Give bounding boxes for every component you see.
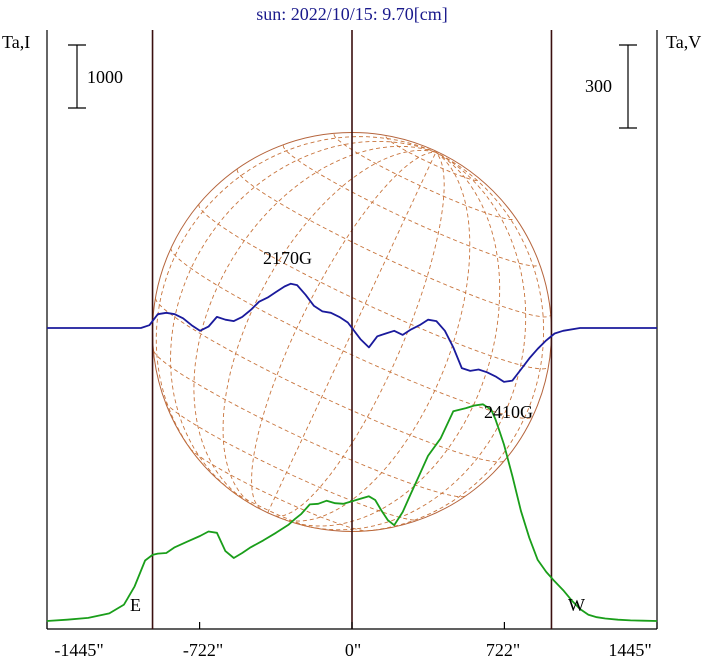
grid-line [155,136,436,466]
annotation-2410g: 2410G [484,402,533,422]
left-scale-bar [68,44,86,109]
x-tick-labels: -1445" -722" 0" 722" 1445" [54,640,651,660]
x-tick-label: -722" [183,640,223,660]
grid-line [267,152,437,513]
solar-disk [152,132,552,532]
x-tick-label: 0" [345,640,361,660]
east-limb-label: E [130,595,141,615]
series-i-line [46,403,658,622]
series-layer [46,282,658,622]
chart-title: sun: 2022/10/15: 9.70[cm] [256,4,448,24]
grid-line [288,151,501,527]
grid-line [275,151,445,517]
grid-line [153,350,466,498]
x-tick-label: 722" [486,640,520,660]
x-ticks [46,622,658,629]
grid-line [170,247,534,419]
grid-line [281,151,471,522]
right-scale-label: 300 [585,76,612,96]
grid-line [345,151,545,532]
right-axis-label: Ta,V [666,32,701,52]
series-v-line [47,282,657,383]
grid-line [193,145,436,503]
grid-line [155,298,505,463]
annotation-2170g: 2170G [263,248,312,268]
grid-line [301,151,527,531]
left-axis-label: Ta,I [2,32,30,52]
grid-line [222,149,436,506]
right-scale-bar [619,44,637,129]
left-scale-label: 1000 [87,67,123,87]
grid-line [251,151,436,510]
x-tick-label: -1445" [54,640,103,660]
x-tick-label: 1445" [608,640,651,660]
limb-lines [151,30,553,629]
west-limb-label: W [568,595,585,615]
grid-line [170,140,436,495]
